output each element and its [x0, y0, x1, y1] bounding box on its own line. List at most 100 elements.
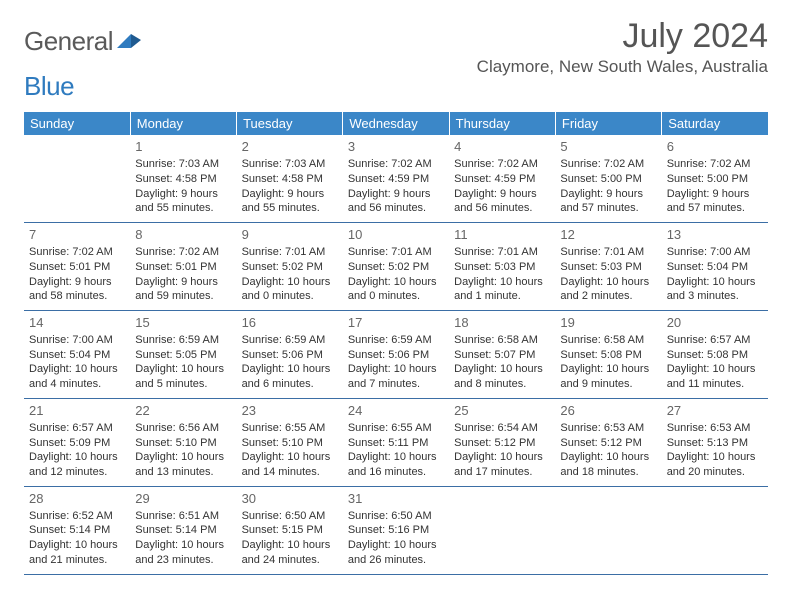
sunrise-text: Sunrise: 6:53 AM — [560, 421, 656, 436]
sunset-text: Sunset: 4:59 PM — [454, 172, 550, 187]
sunset-text: Sunset: 5:05 PM — [135, 348, 231, 363]
day-number: 21 — [29, 402, 125, 420]
daylight-text: Daylight: 10 hours and 0 minutes. — [348, 275, 444, 305]
calendar-cell: 11Sunrise: 7:01 AMSunset: 5:03 PMDayligh… — [449, 223, 555, 311]
day-number: 4 — [454, 138, 550, 156]
daylight-text: Daylight: 9 hours and 56 minutes. — [454, 187, 550, 217]
day-number: 8 — [135, 226, 231, 244]
day-number: 22 — [135, 402, 231, 420]
daylight-text: Daylight: 10 hours and 14 minutes. — [242, 450, 338, 480]
daylight-text: Daylight: 9 hours and 55 minutes. — [135, 187, 231, 217]
sunrise-text: Sunrise: 6:58 AM — [560, 333, 656, 348]
sunrise-text: Sunrise: 7:02 AM — [560, 157, 656, 172]
daylight-text: Daylight: 10 hours and 16 minutes. — [348, 450, 444, 480]
day-number: 19 — [560, 314, 656, 332]
logo-flag-icon — [117, 32, 145, 52]
sunset-text: Sunset: 5:02 PM — [348, 260, 444, 275]
calendar-cell: 22Sunrise: 6:56 AMSunset: 5:10 PMDayligh… — [130, 399, 236, 487]
location-subtitle: Claymore, New South Wales, Australia — [477, 57, 768, 77]
sunrise-text: Sunrise: 7:02 AM — [29, 245, 125, 260]
day-header: Tuesday — [237, 112, 343, 135]
day-number: 13 — [667, 226, 763, 244]
calendar-cell: 21Sunrise: 6:57 AMSunset: 5:09 PMDayligh… — [24, 399, 130, 487]
sunrise-text: Sunrise: 7:01 AM — [560, 245, 656, 260]
calendar-cell: 27Sunrise: 6:53 AMSunset: 5:13 PMDayligh… — [662, 399, 768, 487]
calendar-cell: 15Sunrise: 6:59 AMSunset: 5:05 PMDayligh… — [130, 311, 236, 399]
sunrise-text: Sunrise: 6:59 AM — [348, 333, 444, 348]
day-number: 11 — [454, 226, 550, 244]
day-header-row: Sunday Monday Tuesday Wednesday Thursday… — [24, 112, 768, 135]
sunrise-text: Sunrise: 6:59 AM — [135, 333, 231, 348]
sunset-text: Sunset: 5:00 PM — [560, 172, 656, 187]
calendar-cell: 20Sunrise: 6:57 AMSunset: 5:08 PMDayligh… — [662, 311, 768, 399]
daylight-text: Daylight: 10 hours and 12 minutes. — [29, 450, 125, 480]
day-number: 7 — [29, 226, 125, 244]
sunset-text: Sunset: 5:02 PM — [242, 260, 338, 275]
day-header: Monday — [130, 112, 236, 135]
sunrise-text: Sunrise: 7:01 AM — [348, 245, 444, 260]
sunset-text: Sunset: 5:04 PM — [667, 260, 763, 275]
sunrise-text: Sunrise: 7:01 AM — [242, 245, 338, 260]
calendar-week-row: 1Sunrise: 7:03 AMSunset: 4:58 PMDaylight… — [24, 135, 768, 222]
day-number: 31 — [348, 490, 444, 508]
day-header: Thursday — [449, 112, 555, 135]
logo-text-general: General — [24, 26, 113, 57]
day-number: 17 — [348, 314, 444, 332]
day-header: Saturday — [662, 112, 768, 135]
day-number: 24 — [348, 402, 444, 420]
sunset-text: Sunset: 5:08 PM — [560, 348, 656, 363]
calendar-cell: 31Sunrise: 6:50 AMSunset: 5:16 PMDayligh… — [343, 487, 449, 575]
sunrise-text: Sunrise: 6:57 AM — [667, 333, 763, 348]
title-block: July 2024 Claymore, New South Wales, Aus… — [477, 18, 768, 77]
calendar-week-row: 14Sunrise: 7:00 AMSunset: 5:04 PMDayligh… — [24, 311, 768, 399]
sunset-text: Sunset: 5:15 PM — [242, 523, 338, 538]
calendar-cell: 4Sunrise: 7:02 AMSunset: 4:59 PMDaylight… — [449, 135, 555, 222]
daylight-text: Daylight: 10 hours and 23 minutes. — [135, 538, 231, 568]
sunrise-text: Sunrise: 6:55 AM — [348, 421, 444, 436]
calendar-cell: 6Sunrise: 7:02 AMSunset: 5:00 PMDaylight… — [662, 135, 768, 222]
logo: General — [24, 26, 145, 57]
daylight-text: Daylight: 10 hours and 0 minutes. — [242, 275, 338, 305]
sunset-text: Sunset: 5:14 PM — [135, 523, 231, 538]
day-number: 15 — [135, 314, 231, 332]
calendar-cell — [449, 487, 555, 575]
sunrise-text: Sunrise: 7:02 AM — [454, 157, 550, 172]
calendar-cell: 1Sunrise: 7:03 AMSunset: 4:58 PMDaylight… — [130, 135, 236, 222]
daylight-text: Daylight: 10 hours and 9 minutes. — [560, 362, 656, 392]
month-title: July 2024 — [477, 18, 768, 55]
sunset-text: Sunset: 5:13 PM — [667, 436, 763, 451]
daylight-text: Daylight: 10 hours and 20 minutes. — [667, 450, 763, 480]
day-number: 30 — [242, 490, 338, 508]
sunset-text: Sunset: 4:58 PM — [135, 172, 231, 187]
day-number: 29 — [135, 490, 231, 508]
daylight-text: Daylight: 10 hours and 11 minutes. — [667, 362, 763, 392]
sunrise-text: Sunrise: 6:55 AM — [242, 421, 338, 436]
daylight-text: Daylight: 10 hours and 13 minutes. — [135, 450, 231, 480]
daylight-text: Daylight: 10 hours and 21 minutes. — [29, 538, 125, 568]
sunrise-text: Sunrise: 7:02 AM — [348, 157, 444, 172]
sunrise-text: Sunrise: 6:57 AM — [29, 421, 125, 436]
sunset-text: Sunset: 5:04 PM — [29, 348, 125, 363]
daylight-text: Daylight: 9 hours and 59 minutes. — [135, 275, 231, 305]
calendar-cell: 25Sunrise: 6:54 AMSunset: 5:12 PMDayligh… — [449, 399, 555, 487]
sunset-text: Sunset: 5:10 PM — [135, 436, 231, 451]
sunrise-text: Sunrise: 6:52 AM — [29, 509, 125, 524]
daylight-text: Daylight: 10 hours and 6 minutes. — [242, 362, 338, 392]
daylight-text: Daylight: 10 hours and 3 minutes. — [667, 275, 763, 305]
day-number: 20 — [667, 314, 763, 332]
day-number: 16 — [242, 314, 338, 332]
day-number: 14 — [29, 314, 125, 332]
calendar-cell — [555, 487, 661, 575]
daylight-text: Daylight: 10 hours and 17 minutes. — [454, 450, 550, 480]
sunset-text: Sunset: 5:14 PM — [29, 523, 125, 538]
sunset-text: Sunset: 5:12 PM — [454, 436, 550, 451]
day-number: 1 — [135, 138, 231, 156]
calendar-cell: 17Sunrise: 6:59 AMSunset: 5:06 PMDayligh… — [343, 311, 449, 399]
calendar-week-row: 21Sunrise: 6:57 AMSunset: 5:09 PMDayligh… — [24, 399, 768, 487]
sunrise-text: Sunrise: 7:00 AM — [667, 245, 763, 260]
sunset-text: Sunset: 5:03 PM — [560, 260, 656, 275]
calendar-week-row: 7Sunrise: 7:02 AMSunset: 5:01 PMDaylight… — [24, 223, 768, 311]
calendar-cell: 28Sunrise: 6:52 AMSunset: 5:14 PMDayligh… — [24, 487, 130, 575]
day-number: 23 — [242, 402, 338, 420]
daylight-text: Daylight: 9 hours and 57 minutes. — [667, 187, 763, 217]
